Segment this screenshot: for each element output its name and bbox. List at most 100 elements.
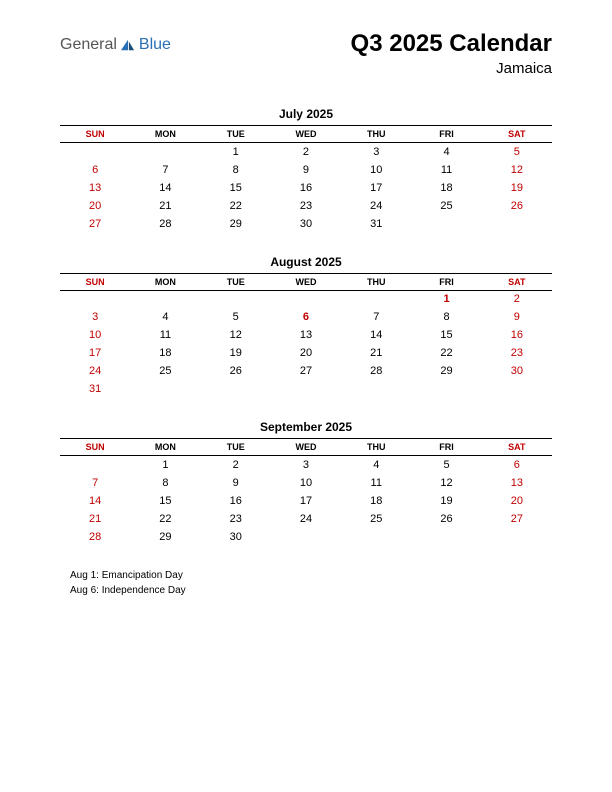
calendar-day-cell: 4 bbox=[411, 143, 481, 161]
calendar-day-cell: 1 bbox=[411, 290, 481, 308]
calendar-day-cell bbox=[130, 380, 200, 398]
calendar-day-cell: 3 bbox=[341, 143, 411, 161]
holiday-entry: Aug 1: Emancipation Day bbox=[70, 568, 552, 583]
calendar-day-cell: 24 bbox=[60, 362, 130, 380]
month-title: August 2025 bbox=[60, 255, 552, 269]
calendar-week-row: 13141516171819 bbox=[60, 179, 552, 197]
calendar-day-cell: 31 bbox=[341, 215, 411, 233]
calendar-day-cell: 31 bbox=[60, 380, 130, 398]
calendar-day-cell: 16 bbox=[271, 179, 341, 197]
calendar-day-cell: 21 bbox=[341, 344, 411, 362]
calendar-day-cell bbox=[130, 290, 200, 308]
calendar-week-row: 14151617181920 bbox=[60, 492, 552, 510]
calendar-day-cell bbox=[411, 215, 481, 233]
calendar-day-cell bbox=[271, 380, 341, 398]
day-header: THU bbox=[341, 273, 411, 290]
calendar-day-cell: 4 bbox=[130, 308, 200, 326]
calendar-day-cell: 23 bbox=[271, 197, 341, 215]
calendar-day-cell: 26 bbox=[411, 510, 481, 528]
calendar-week-row: 17181920212223 bbox=[60, 344, 552, 362]
calendar-day-cell: 30 bbox=[201, 528, 271, 546]
calendar-day-cell: 29 bbox=[130, 528, 200, 546]
calendar-day-cell: 20 bbox=[60, 197, 130, 215]
calendar-week-row: 78910111213 bbox=[60, 474, 552, 492]
calendar-day-cell: 22 bbox=[411, 344, 481, 362]
calendar-day-cell: 13 bbox=[60, 179, 130, 197]
calendar-day-cell: 21 bbox=[130, 197, 200, 215]
calendar-day-cell: 15 bbox=[201, 179, 271, 197]
calendar-week-row: 6789101112 bbox=[60, 161, 552, 179]
holiday-entry: Aug 6: Independence Day bbox=[70, 583, 552, 598]
calendar-day-cell: 26 bbox=[482, 197, 552, 215]
calendar-day-cell: 3 bbox=[60, 308, 130, 326]
calendar-day-cell bbox=[201, 290, 271, 308]
day-header: SAT bbox=[482, 273, 552, 290]
calendar-week-row: 31 bbox=[60, 380, 552, 398]
calendar-day-cell: 30 bbox=[482, 362, 552, 380]
calendar-day-cell: 25 bbox=[341, 510, 411, 528]
calendar-day-cell: 11 bbox=[411, 161, 481, 179]
calendar-day-cell bbox=[201, 380, 271, 398]
calendar-day-cell: 13 bbox=[482, 474, 552, 492]
calendar-day-cell: 14 bbox=[130, 179, 200, 197]
calendar-day-cell: 15 bbox=[130, 492, 200, 510]
calendar-day-cell: 17 bbox=[341, 179, 411, 197]
calendar-day-cell: 11 bbox=[341, 474, 411, 492]
calendar-week-row: 2728293031 bbox=[60, 215, 552, 233]
calendar-week-row: 21222324252627 bbox=[60, 510, 552, 528]
day-header: FRI bbox=[411, 126, 481, 143]
calendar-day-cell: 5 bbox=[482, 143, 552, 161]
calendar-week-row: 12 bbox=[60, 290, 552, 308]
calendar-day-cell: 19 bbox=[201, 344, 271, 362]
logo-sail-icon bbox=[119, 38, 137, 52]
logo: General Blue bbox=[60, 36, 171, 54]
calendar-day-cell: 3 bbox=[271, 456, 341, 474]
calendar-month: September 2025SUNMONTUEWEDTHUFRISAT12345… bbox=[60, 420, 552, 546]
calendar-day-cell: 8 bbox=[201, 161, 271, 179]
day-header: SUN bbox=[60, 273, 130, 290]
calendar-table: SUNMONTUEWEDTHUFRISAT1234567891011121314… bbox=[60, 273, 552, 399]
day-header: THU bbox=[341, 126, 411, 143]
day-header: SUN bbox=[60, 439, 130, 456]
day-header: SAT bbox=[482, 126, 552, 143]
calendar-week-row: 24252627282930 bbox=[60, 362, 552, 380]
calendar-day-cell: 28 bbox=[341, 362, 411, 380]
calendar-day-cell: 2 bbox=[201, 456, 271, 474]
calendar-day-cell bbox=[411, 528, 481, 546]
calendar-day-cell: 2 bbox=[271, 143, 341, 161]
calendar-day-cell: 19 bbox=[482, 179, 552, 197]
day-header: MON bbox=[130, 439, 200, 456]
calendar-day-cell: 15 bbox=[411, 326, 481, 344]
calendars-container: July 2025SUNMONTUEWEDTHUFRISAT1234567891… bbox=[60, 107, 552, 546]
calendar-day-cell: 2 bbox=[482, 290, 552, 308]
day-header: WED bbox=[271, 126, 341, 143]
calendar-table: SUNMONTUEWEDTHUFRISAT1234567891011121314… bbox=[60, 438, 552, 546]
calendar-day-cell: 1 bbox=[130, 456, 200, 474]
calendar-day-cell: 25 bbox=[130, 362, 200, 380]
calendar-week-row: 20212223242526 bbox=[60, 197, 552, 215]
calendar-day-cell: 29 bbox=[201, 215, 271, 233]
calendar-day-cell: 17 bbox=[271, 492, 341, 510]
calendar-day-cell bbox=[411, 380, 481, 398]
logo-text-blue: Blue bbox=[139, 36, 171, 54]
calendar-day-cell: 17 bbox=[60, 344, 130, 362]
calendar-day-cell: 18 bbox=[341, 492, 411, 510]
calendar-day-cell: 7 bbox=[341, 308, 411, 326]
calendar-week-row: 282930 bbox=[60, 528, 552, 546]
calendar-day-cell: 29 bbox=[411, 362, 481, 380]
calendar-day-cell: 12 bbox=[201, 326, 271, 344]
calendar-week-row: 123456 bbox=[60, 456, 552, 474]
calendar-day-cell: 8 bbox=[130, 474, 200, 492]
calendar-day-cell bbox=[271, 290, 341, 308]
day-header: TUE bbox=[201, 126, 271, 143]
day-header: SUN bbox=[60, 126, 130, 143]
calendar-day-cell: 13 bbox=[271, 326, 341, 344]
calendar-day-cell: 16 bbox=[482, 326, 552, 344]
calendar-day-cell: 18 bbox=[130, 344, 200, 362]
day-header: TUE bbox=[201, 439, 271, 456]
calendar-month: August 2025SUNMONTUEWEDTHUFRISAT12345678… bbox=[60, 255, 552, 399]
day-header: THU bbox=[341, 439, 411, 456]
calendar-day-cell: 23 bbox=[201, 510, 271, 528]
day-header: MON bbox=[130, 273, 200, 290]
calendar-day-cell bbox=[271, 528, 341, 546]
